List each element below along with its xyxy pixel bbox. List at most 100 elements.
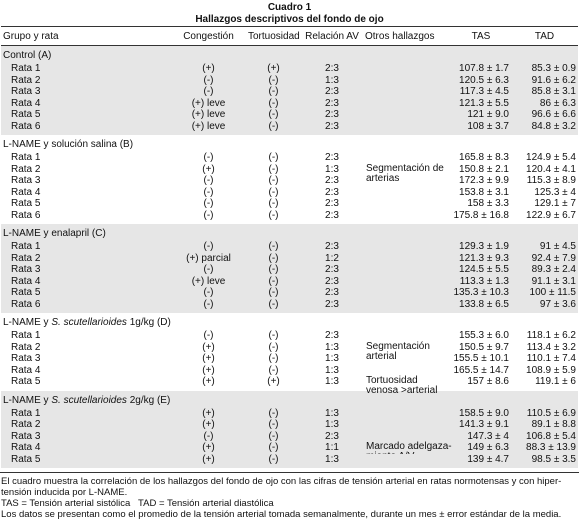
data-row: Rata 1 (-) (-) 2:3 165.8 ± 8.3 124.9 ± 5.4 (1, 152, 578, 164)
species-name: S. scutellarioides (51, 317, 127, 328)
other-findings-cell (363, 86, 451, 98)
tad: 125.3 ± 4 (534, 186, 576, 198)
rat-name: Rata 1 (11, 152, 41, 163)
av-ratio: 1:3 (301, 74, 363, 86)
other-findings-cell (363, 187, 451, 199)
tas: 165.8 ± 8.3 (459, 152, 509, 163)
rat-name: Rata 5 (1, 287, 171, 299)
av-ratio: 2:3 (325, 209, 339, 221)
congestion: (-) (203, 152, 214, 163)
rat-name: Rata 2 (1, 252, 171, 264)
rat-name: Rata 4 (1, 275, 171, 287)
table-title: Hallazgos descriptivos del fondo de ojo (195, 14, 384, 25)
congestion: (+) leve (171, 275, 246, 287)
group-title: Control (A) (1, 49, 578, 63)
tad: 122.9 ± 6.7 (526, 209, 576, 221)
tad: 110.1 ± 7.4 (526, 353, 576, 364)
data-row: Rata 4 (+) leve (-) 2:3 121.3 ± 5.5 86 ± 6.3 (1, 97, 578, 109)
congestion: (+) (171, 419, 246, 431)
tad: 115.3 ± 8.9 (526, 175, 576, 186)
other-findings: Segmentación arterial (366, 340, 430, 362)
other-findings-cell (363, 252, 451, 264)
rat-name: Rata 2 (1, 74, 171, 86)
group-title-part: L-NAME y (3, 394, 52, 406)
tas: 133.8 ± 6.5 (451, 298, 511, 310)
av-ratio: 1:3 (325, 364, 339, 376)
other-findings-cell (363, 198, 451, 210)
group-title-part: L-NAME y (3, 317, 52, 328)
group-title: L-NAME y S. scutellarioides 1g/kg (D) (1, 316, 578, 330)
tas: 135.3 ± 10.3 (451, 287, 511, 299)
species-name: S. scutellarioides (51, 394, 127, 406)
tortuosity: (+) (267, 376, 280, 387)
data-row: Rata 1 (+) (-) 1:3 158.5 ± 9.0 110.5 ± 6.9 (1, 407, 578, 419)
av-ratio: 2:3 (325, 198, 339, 209)
tad: 118.1 ± 6.2 (526, 330, 576, 341)
congestion: (-) (171, 74, 246, 86)
congestion: (-) (171, 430, 246, 442)
column-header: TAD (511, 26, 578, 46)
data-row: Rata 3 (-) (-) 2:3 172.3 ± 9.9 115.3 ± 8.9 (1, 175, 578, 187)
other-findings-cell: Marcado adelgaza-miento A/V (363, 442, 452, 462)
congestion: (-) (171, 264, 246, 276)
footnotes: El cuadro muestra la correlación de los … (0, 472, 579, 520)
other-findings-cell (363, 298, 451, 310)
footnote: Los datos se presentan como el promedio … (1, 509, 562, 520)
group-row: L-NAME y solución salina (B) (1, 138, 578, 152)
data-row: Rata 6 (+) leve (-) 2:3 108 ± 3.7 84.8 ± 3.2 (1, 120, 578, 132)
tortuosity: (-) (246, 298, 301, 310)
congestion: (-) (203, 186, 214, 198)
tas: 113.3 ± 1.3 (451, 275, 511, 287)
congestion: (-) (203, 198, 214, 209)
other-findings-cell (363, 63, 451, 75)
spacer-cell (1, 224, 578, 227)
tortuosity: (-) (268, 353, 279, 364)
spacer-cell (1, 310, 578, 313)
av-ratio: 2:3 (325, 186, 339, 198)
tad: 84.8 ± 3.2 (511, 120, 578, 132)
congestion: (-) (171, 298, 246, 310)
congestion: (+) leve (171, 97, 246, 109)
group-row: L-NAME y enalapril (C) (1, 227, 578, 241)
tortuosity: (-) (246, 419, 301, 431)
tas: 107.8 ± 1.7 (451, 63, 511, 75)
data-row: Rata 3 (-) (-) 2:3 147.3 ± 4 106.8 ± 5.4 (1, 430, 578, 442)
av-ratio: 1:3 (325, 353, 339, 364)
tas: 165.5 ± 14.7 (453, 364, 509, 376)
spacer (1, 45, 578, 49)
group-title: L-NAME y S. scutellarioides 2g/kg (E) (1, 393, 578, 408)
rat-name: Rata 5 (11, 198, 41, 209)
data-row: Rata 5 (-) (-) 2:3 158 ± 3.3 129.1 ± 7 (1, 198, 578, 210)
congestion: (+) (202, 163, 215, 175)
findings-table: Grupo y rata Congestión Tortuosidad Rela… (1, 26, 578, 468)
congestion: (+) leve (171, 109, 246, 121)
tas: 158 ± 3.3 (467, 198, 509, 209)
tas: 121.3 ± 9.3 (451, 252, 511, 264)
rat-name: Rata 1 (1, 63, 171, 75)
tad: 91.6 ± 6.2 (511, 74, 578, 86)
data-row: Rata 6 (-) (-) 2:3 175.8 ± 16.8 122.9 ± 6.7 (1, 210, 578, 222)
data-row: Rata 2 (+) (-) 1:3 141.3 ± 9.1 89.1 ± 8.8 (1, 419, 578, 431)
column-header: Congestión (171, 26, 246, 46)
column-header: TAS (451, 26, 511, 46)
av-ratio: 2:3 (301, 97, 363, 109)
tad: 110.5 ± 6.9 (511, 407, 578, 419)
congestion: (-) (203, 175, 214, 186)
tortuosity: (-) (246, 241, 301, 253)
data-row: Rata 2 (+) parcial (-) 1:2 121.3 ± 9.3 92.4 ±… (1, 252, 578, 264)
footnote: TAS = Tensión arterial sistólica TAD = T… (1, 498, 274, 509)
congestion: (+) (202, 364, 215, 376)
data-row: Rata 4 (-) (-) 2:3 153.8 ± 3.1 125.3 ± 4 (1, 187, 578, 199)
tas: 121 ± 9.0 (451, 109, 511, 121)
tas: 147.3 ± 4 (451, 430, 511, 442)
tortuosity: (-) (246, 252, 301, 264)
congestion: (+) parcial (171, 252, 246, 264)
tas: 150.8 ± 2.1 (459, 163, 509, 175)
tad: 129.1 ± 7 (534, 198, 576, 209)
tortuosity: (-) (246, 264, 301, 276)
rat-name: Rata 4 (1, 97, 171, 109)
data-row: Rata 2 (-) (-) 1:3 120.5 ± 6.3 91.6 ± 6.2 (1, 74, 578, 86)
tas: 120.5 ± 6.3 (451, 74, 511, 86)
congestion: (+) (202, 353, 215, 364)
